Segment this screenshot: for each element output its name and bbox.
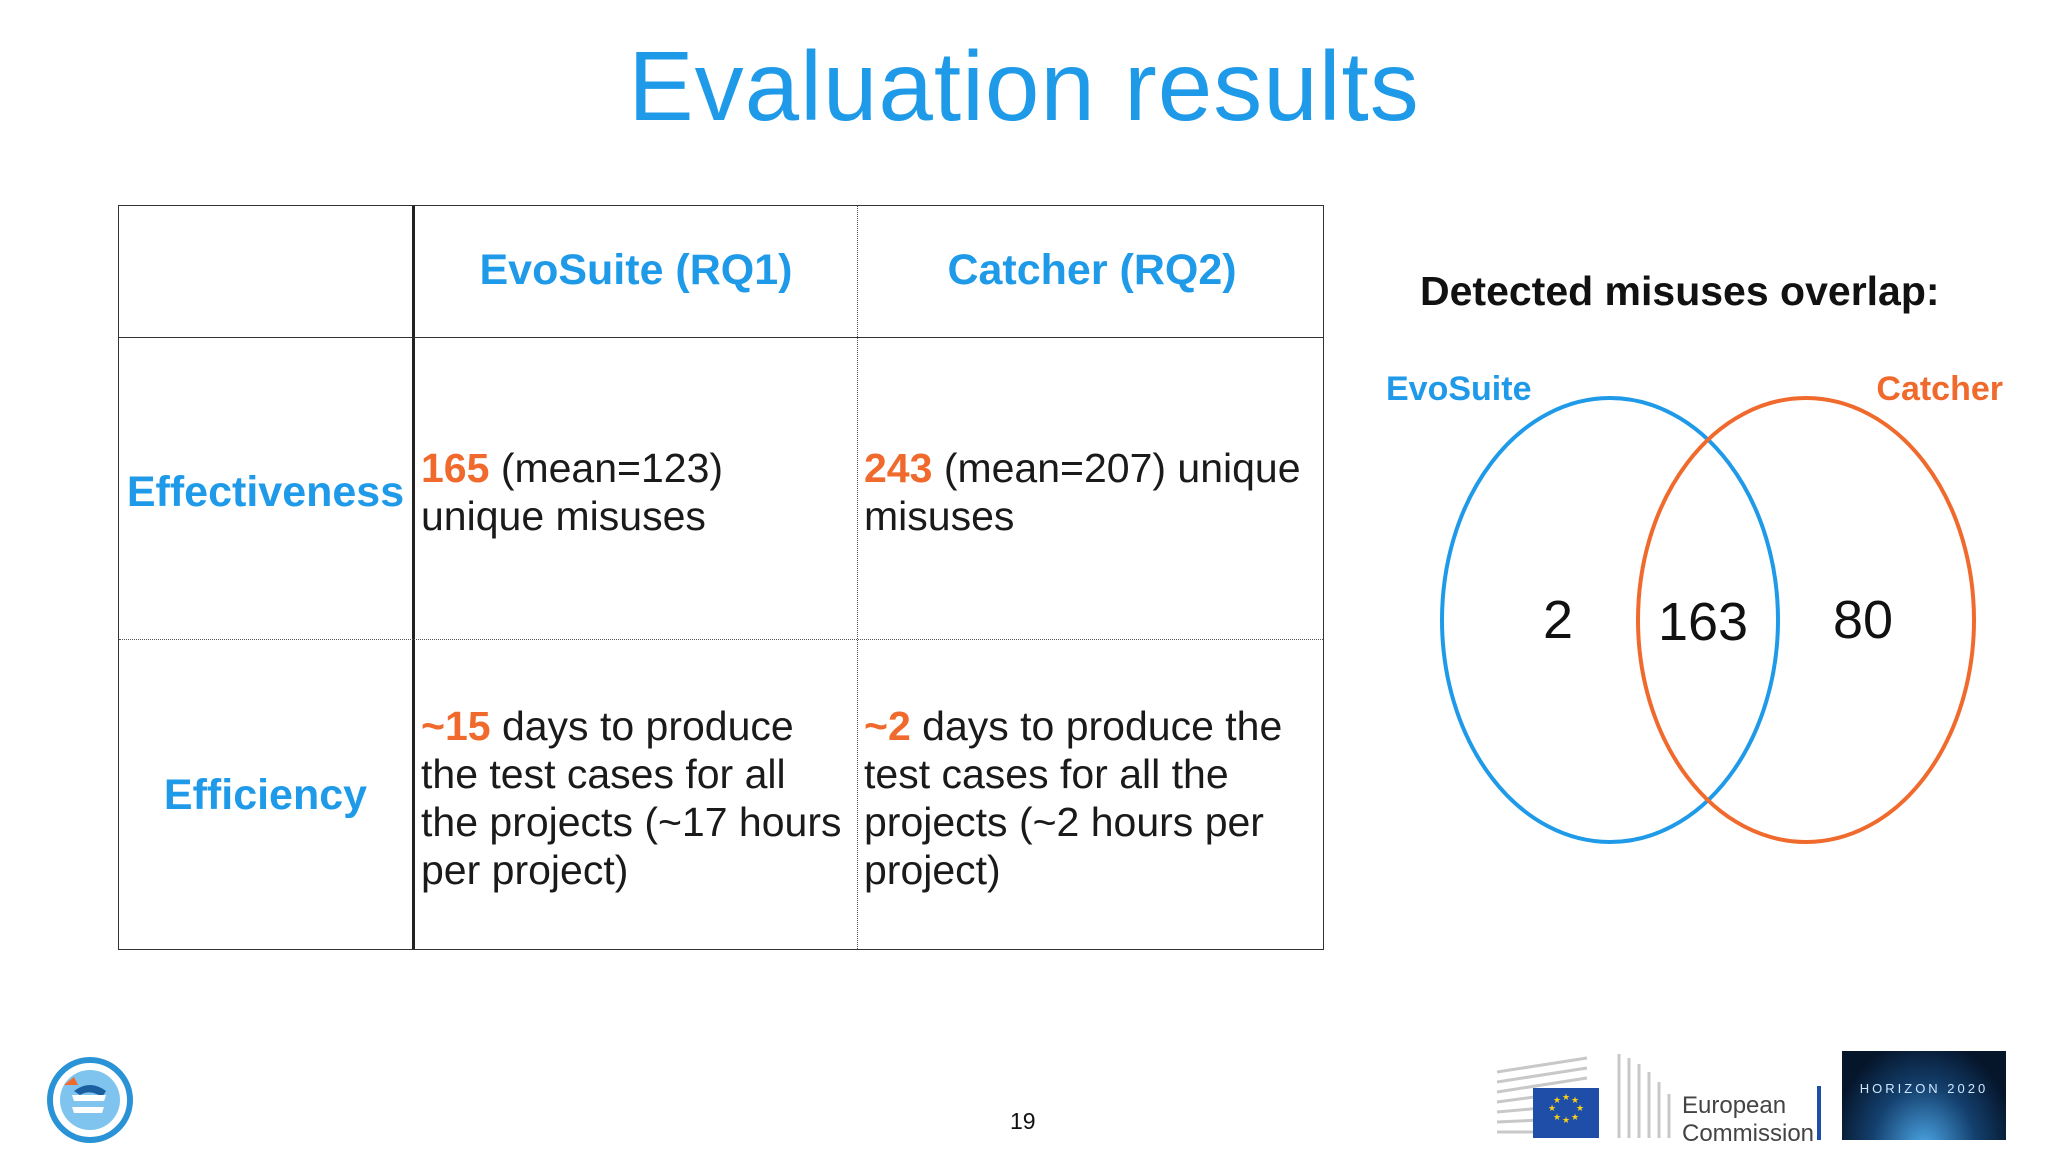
highlight-value: ~2 — [864, 703, 911, 749]
ec-line-1: European — [1682, 1092, 1787, 1119]
cell-catcher-efficiency: ~2 days to produce the test cases for al… — [864, 702, 1322, 894]
horizon-2020-logo: HORIZON 2020 — [1842, 1051, 2006, 1140]
table-divider-row — [119, 639, 1323, 640]
svg-text:★: ★ — [1576, 1104, 1584, 1114]
svg-text:★: ★ — [1571, 1096, 1579, 1106]
svg-text:★: ★ — [1553, 1113, 1561, 1123]
column-header-catcher: Catcher (RQ2) — [947, 246, 1237, 294]
svg-text:★: ★ — [1553, 1096, 1561, 1106]
european-commission-logo: ★ ★★ ★★★ ★★ — [1496, 1054, 1821, 1140]
slide-title: Evaluation results — [628, 31, 1420, 141]
cell-evosuite-efficiency: ~15 days to produce the test cases for a… — [421, 702, 851, 894]
highlight-value: ~15 — [421, 703, 491, 749]
row-label-efficiency: Efficiency — [163, 771, 368, 819]
venn-title: Detected misuses overlap: — [1420, 268, 1940, 314]
cell-catcher-effectiveness: 243 (mean=207) unique misuses — [864, 444, 1322, 540]
european-commission-text: European Commission — [1682, 1092, 1814, 1148]
svg-text:★: ★ — [1562, 1116, 1570, 1126]
venn-diagram: EvoSuite Catcher 2 163 80 — [1386, 370, 2003, 844]
venn-circle-evosuite — [1440, 396, 1780, 844]
cell-text: days to produce the test cases for all t… — [864, 703, 1283, 893]
table-divider-vertical-dotted — [857, 206, 858, 949]
highlight-value: 165 — [421, 445, 490, 491]
results-table: EvoSuite (RQ1) Catcher (RQ2) Effectivene… — [118, 205, 1324, 950]
table-divider-vertical — [412, 206, 415, 949]
highlight-value: 243 — [864, 445, 933, 491]
cell-text: (mean=123) unique misuses — [421, 445, 724, 539]
cell-text: (mean=207) unique misuses — [864, 445, 1301, 539]
svg-text:★: ★ — [1548, 1104, 1556, 1114]
cell-evosuite-effectiveness: 165 (mean=123) unique misuses — [421, 444, 851, 540]
venn-count-overlap: 163 — [1658, 592, 1748, 652]
table-divider-header — [119, 337, 1323, 338]
venn-count-evosuite-only: 2 — [1543, 590, 1573, 650]
venn-label-evosuite: EvoSuite — [1386, 370, 1531, 408]
cell-text: days to produce the test cases for all t… — [421, 703, 842, 893]
row-label-effectiveness: Effectiveness — [126, 468, 405, 516]
project-logo — [47, 1057, 133, 1143]
venn-circle-catcher — [1636, 396, 1976, 844]
column-header-evosuite: EvoSuite (RQ1) — [479, 246, 793, 294]
ec-line-2: Commission — [1682, 1120, 1815, 1147]
page-number: 19 — [1010, 1108, 1036, 1134]
svg-text:★: ★ — [1562, 1093, 1570, 1103]
venn-label-catcher: Catcher — [1876, 370, 2003, 408]
horizon-text: HORIZON 2020 — [1859, 1081, 1989, 1096]
venn-count-catcher-only: 80 — [1833, 590, 1893, 650]
svg-text:★: ★ — [1571, 1113, 1579, 1123]
